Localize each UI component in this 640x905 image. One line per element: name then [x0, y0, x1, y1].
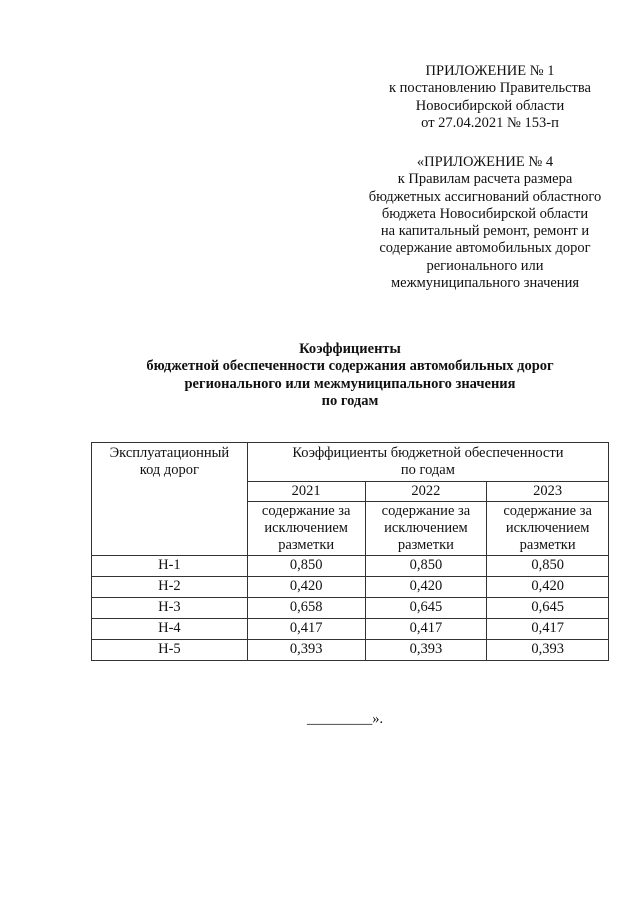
title-line: по годам [321, 392, 379, 409]
appendix-4-header: «ПРИЛОЖЕНИЕ № 4 к Правилам расчета разме… [360, 154, 610, 292]
road-code-cell: Н-4 [91, 618, 248, 640]
appendix-4-line: межмуниципального значения [391, 275, 579, 292]
col-header-coefficients: Коэффициенты бюджетной обеспеченности по… [246, 442, 610, 482]
title-line: регионального или межмуниципального знач… [184, 375, 516, 392]
coefficient-cell: 0,417 [486, 618, 609, 640]
appendix-4-line: бюджета Новосибирской области [381, 205, 589, 222]
coefficient-cell: 0,850 [486, 555, 609, 577]
coefficient-cell: 0,417 [364, 618, 488, 640]
road-code-cell: Н-2 [91, 576, 248, 598]
coefficient-cell: 0,658 [246, 597, 366, 619]
subheader: содержание за исключением разметки [364, 501, 488, 556]
coefficients-table: Эксплуатационный код дорог Коэффициенты … [91, 442, 610, 661]
subheader: содержание за исключением разметки [486, 501, 609, 556]
appendix-1-line: от 27.04.2021 № 153-п [421, 114, 559, 131]
coefficient-cell: 0,645 [486, 597, 609, 619]
coefficient-cell: 0,645 [364, 597, 488, 619]
coefficient-cell: 0,420 [364, 576, 488, 598]
road-code-cell: Н-1 [91, 555, 248, 577]
closing-mark: _________». [306, 711, 384, 727]
table-row: Н-4 0,417 0,417 0,417 [91, 618, 609, 640]
road-code-cell: Н-5 [91, 639, 248, 661]
title-line: бюджетной обеспеченности содержания авто… [146, 358, 554, 375]
title-line: Коэффициенты [299, 341, 401, 357]
year-header: 2021 [246, 481, 366, 502]
coefficient-cell: 0,420 [246, 576, 366, 598]
road-code-cell: Н-3 [91, 597, 248, 619]
table-row: Н-5 0,393 0,393 0,393 [91, 639, 609, 661]
appendix-4-line: на капитальный ремонт, ремонт и [380, 223, 590, 240]
year-header: 2023 [486, 481, 609, 502]
year-header: 2022 [364, 481, 488, 502]
coefficient-cell: 0,393 [246, 639, 366, 661]
appendix-4-line: бюджетных ассигнований областного [368, 188, 602, 205]
coefficient-cell: 0,393 [364, 639, 488, 661]
appendix-4-line: «ПРИЛОЖЕНИЕ № 4 [416, 154, 554, 170]
appendix-4-line: к Правилам расчета размера [397, 171, 573, 188]
subheader: содержание за исключением разметки [246, 501, 366, 556]
col-header-road-code: Эксплуатационный код дорог [91, 442, 248, 556]
table-row: Н-2 0,420 0,420 0,420 [91, 576, 609, 598]
coefficient-cell: 0,850 [364, 555, 488, 577]
document-title: Коэффициенты бюджетной обеспеченности со… [90, 341, 610, 410]
appendix-1-line: к постановлению Правительства [389, 80, 591, 97]
coefficient-cell: 0,420 [486, 576, 609, 598]
appendix-1-header: ПРИЛОЖЕНИЕ № 1 к постановлению Правитель… [370, 63, 610, 132]
coefficient-cell: 0,417 [246, 618, 366, 640]
appendix-4-line: содержание автомобильных дорог [379, 240, 591, 257]
table-row: Н-1 0,850 0,850 0,850 [91, 555, 609, 577]
coefficient-cell: 0,850 [246, 555, 366, 577]
table-row: Н-3 0,658 0,645 0,645 [91, 597, 609, 619]
appendix-4-line: регионального или [426, 257, 544, 274]
coefficient-cell: 0,393 [486, 639, 609, 661]
appendix-1-line: ПРИЛОЖЕНИЕ № 1 [425, 63, 555, 79]
appendix-1-line: Новосибирской области [415, 97, 565, 114]
